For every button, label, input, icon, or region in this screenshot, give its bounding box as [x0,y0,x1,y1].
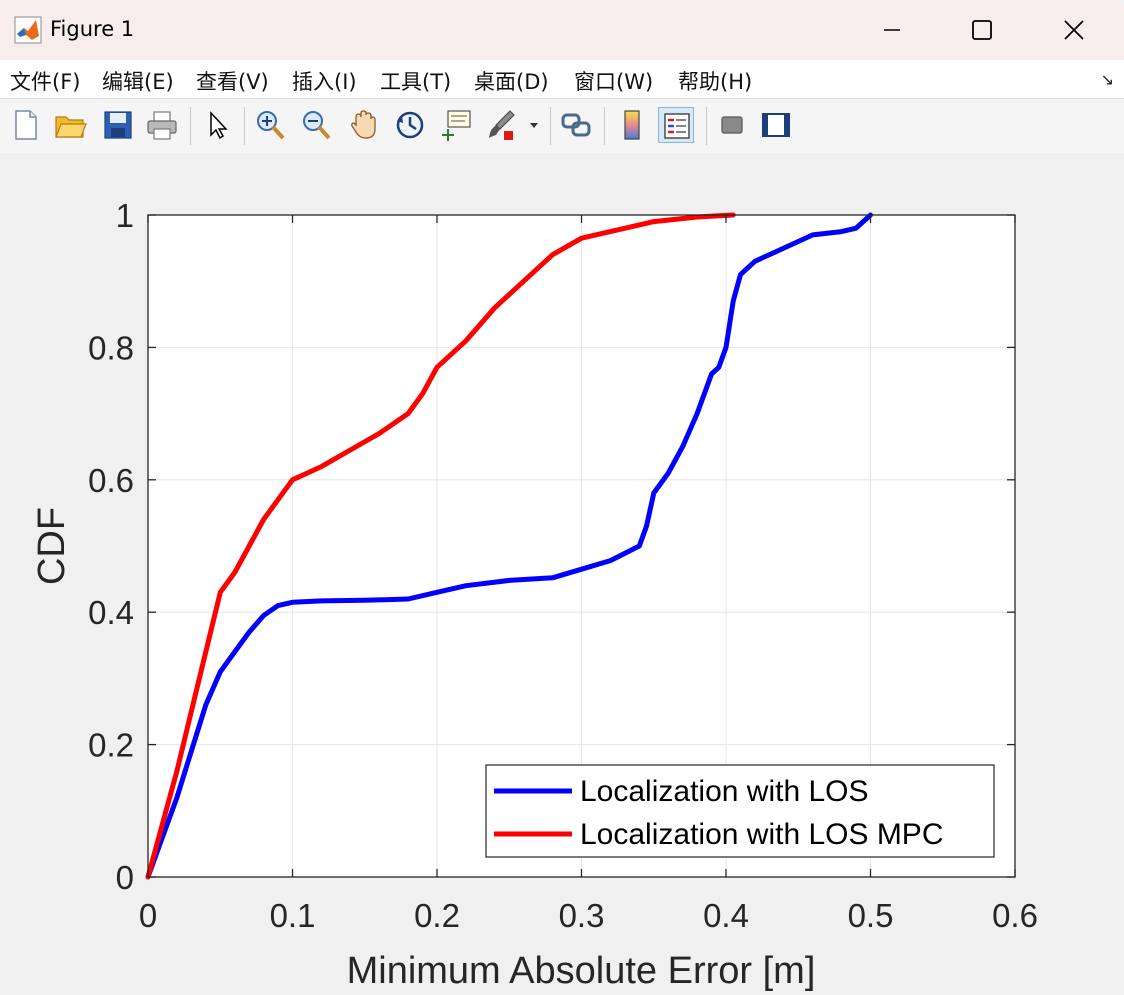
dock-arrow-icon[interactable]: ↘ [1100,70,1114,89]
matlab-logo-icon [14,16,42,44]
menu-window[interactable]: 窗口(W) [574,70,654,94]
print-button[interactable] [144,107,180,143]
save-icon [104,111,132,139]
x-tick-label: 0.3 [559,897,605,934]
menu-help[interactable]: 帮助(H) [678,70,753,94]
y-tick-label: 1 [116,197,134,234]
title-bar[interactable]: Figure 1 [0,0,1124,60]
link-icon [561,113,591,137]
brush-button[interactable] [484,107,520,143]
hide-plot-tools-button[interactable] [714,107,750,143]
show-plot-tools-button[interactable] [758,107,794,143]
toolbar-separator [244,107,245,145]
legend-label-los-mpc: Localization with LOS MPC [580,818,944,851]
toolbar-separator [706,107,707,145]
menu-insert[interactable]: 插入(I) [292,70,357,94]
menu-desktop[interactable]: 桌面(D) [474,70,549,94]
edit-plot-button[interactable] [200,107,236,143]
y-tick-label: 0.6 [88,462,134,499]
x-axis-label: Minimum Absolute Error [m] [347,950,816,992]
legend-label-los: Localization with LOS [580,775,869,808]
zoom-out-icon [303,111,331,140]
y-axis-label: CDF [31,507,73,585]
insert-legend-button[interactable] [658,107,694,143]
rotate-3d-icon [396,111,424,139]
menu-tools[interactable]: 工具(T) [380,70,452,94]
toolbar-separator [604,107,605,145]
pan-hand-icon [351,110,376,139]
brush-dropdown-button[interactable] [526,107,542,143]
y-tick-label: 0.4 [88,594,134,631]
pointer-icon [210,111,228,140]
legend[interactable]: Localization with LOS Localization with … [485,764,995,858]
series-line-los-mpc[interactable] [145,212,736,880]
new-figure-icon [15,110,37,140]
maximize-icon [972,20,992,40]
hide-plot-tools-icon [721,116,743,134]
new-figure-button[interactable] [8,107,44,143]
x-tick-label: 0.2 [414,897,460,934]
colorbar-icon [624,110,640,140]
cdf-plot[interactable]: 0 0.1 0.2 0.3 0.4 0.5 0.6 0 0.2 0.4 0.6 0.8 1 Minimu… [0,153,1124,995]
y-tick-label: 0 [116,859,134,896]
figure-toolbar [0,98,1124,154]
zoom-in-icon [257,111,285,140]
axis-ticks: 0 0.1 0.2 0.3 0.4 0.5 0.6 0 0.2 0.4 0.6 0.8 1 [88,197,1038,934]
x-tick-label: 0.6 [992,897,1038,934]
menu-bar: 文件(F) 编辑(E) 查看(V) 插入(I) 工具(T) 桌面(D) 窗口(W… [0,60,1124,98]
toolbar-separator [190,107,191,145]
legend-icon [664,113,690,139]
show-plot-tools-icon [762,113,790,137]
brush-icon [489,110,515,140]
save-button[interactable] [100,107,136,143]
link-plot-button[interactable] [558,107,594,143]
zoom-in-button[interactable] [252,107,288,143]
close-button[interactable] [1034,0,1114,60]
x-tick-label: 0.4 [703,897,749,934]
open-folder-icon [55,116,87,138]
figure-canvas[interactable]: 0 0.1 0.2 0.3 0.4 0.5 0.6 0 0.2 0.4 0.6 0.8 1 Minimu… [0,153,1124,995]
series-line-los[interactable] [145,212,873,880]
close-icon [1064,20,1084,40]
x-tick-label: 0.1 [270,897,316,934]
x-tick-label: 0.5 [848,897,894,934]
data-cursor-button[interactable] [438,107,474,143]
open-button[interactable] [52,107,88,143]
y-tick-label: 0.8 [88,329,134,366]
grid-lines [148,215,1015,877]
window-title: Figure 1 [50,17,135,41]
print-icon [147,111,177,140]
x-tick-label: 0 [139,897,157,934]
menu-file[interactable]: 文件(F) [10,70,81,94]
legend-box [485,764,995,858]
toolbar-separator [550,107,551,145]
data-cursor-icon [442,110,471,141]
rotate-button[interactable] [392,107,428,143]
minimize-icon [884,29,900,31]
y-tick-label: 0.2 [88,727,134,764]
minimize-button[interactable] [852,0,932,60]
insert-colorbar-button[interactable] [614,107,650,143]
plot-lines [145,212,873,880]
zoom-out-button[interactable] [298,107,334,143]
dropdown-arrow-icon [530,123,538,128]
menu-view[interactable]: 查看(V) [196,70,269,94]
maximize-button[interactable] [942,0,1022,60]
pan-button[interactable] [346,107,382,143]
menu-edit[interactable]: 编辑(E) [102,70,174,94]
